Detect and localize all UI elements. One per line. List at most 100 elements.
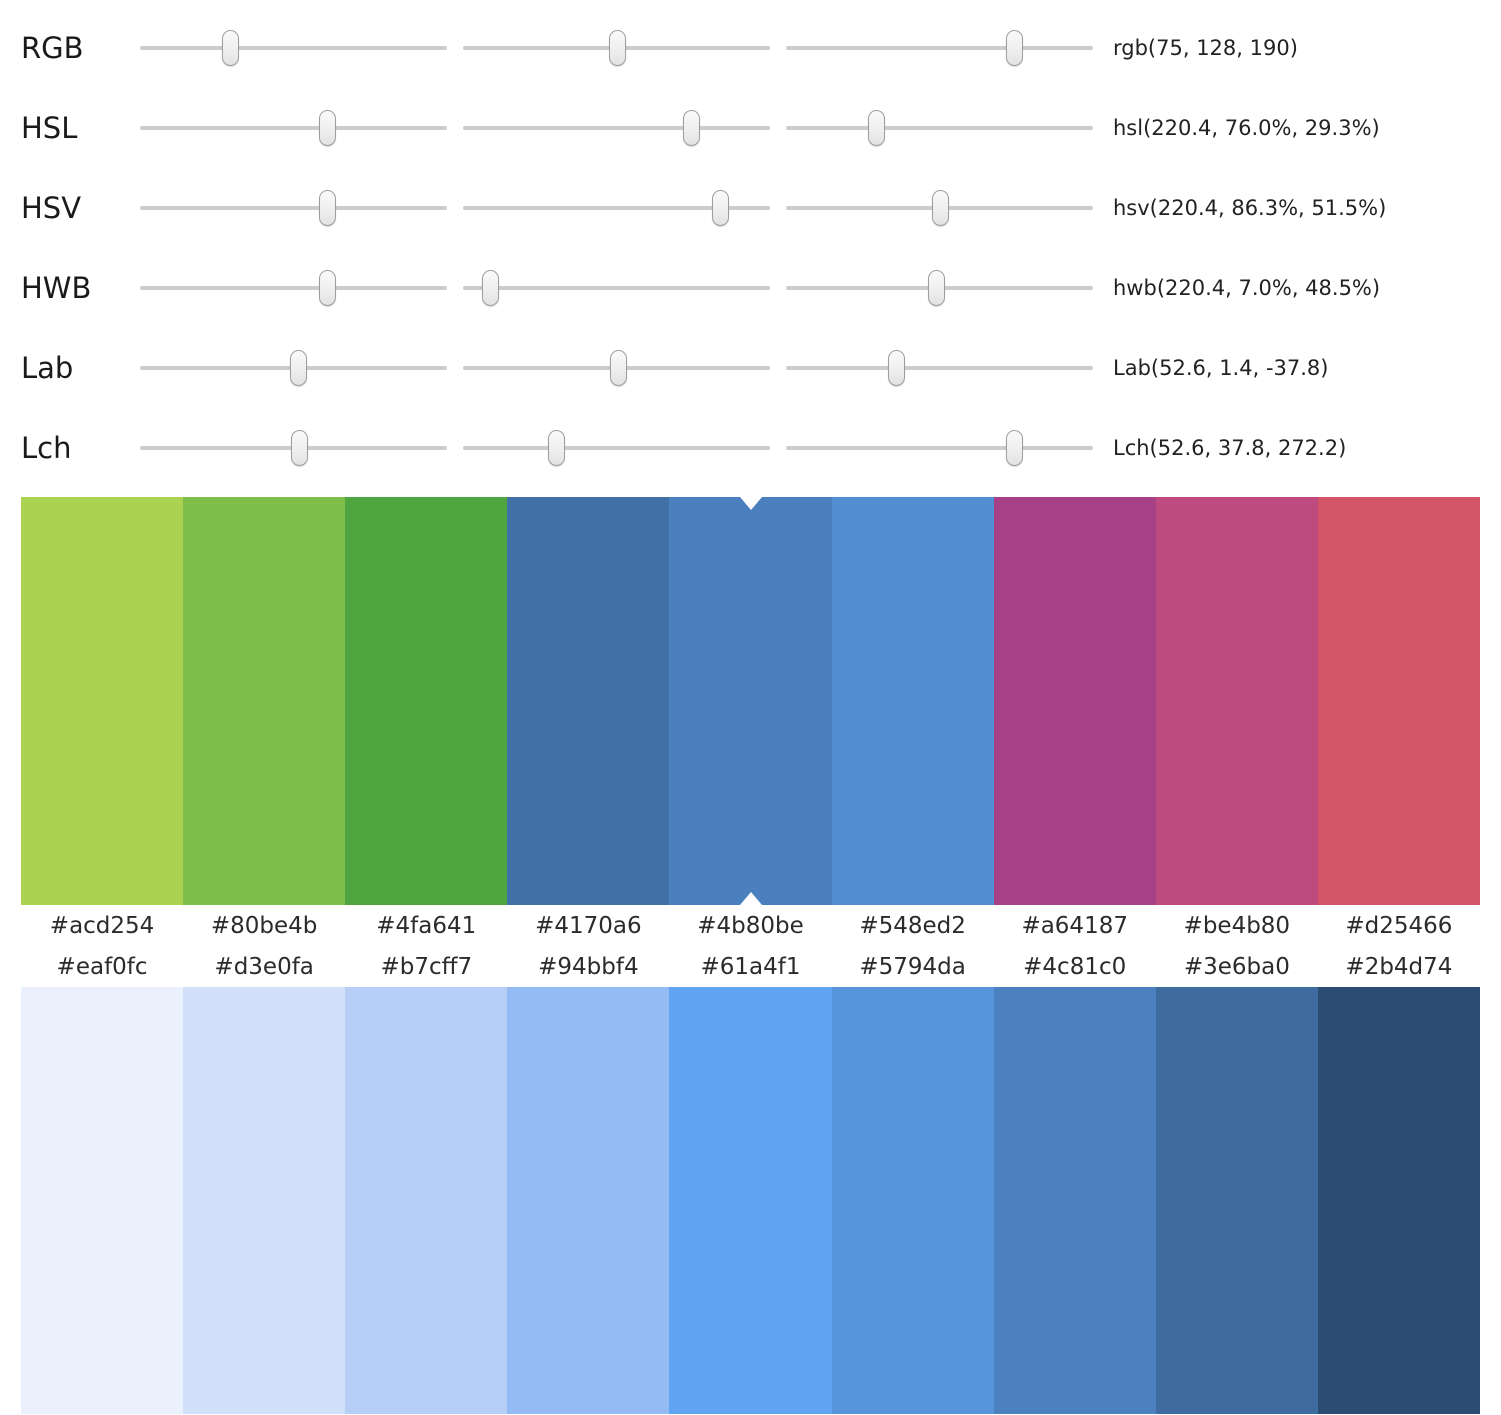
slider-track[interactable] bbox=[463, 190, 770, 226]
slider-row: RGB rgb(75, 128, 190) bbox=[21, 8, 1480, 88]
hex-label: #4c81c0 bbox=[1023, 953, 1127, 980]
hex-label: #4170a6 bbox=[535, 912, 642, 939]
shade-hex-labels: #eaf0fc #d3e0fa #b7cff7 #94bbf4 #61a4f1 #5794… bbox=[21, 946, 1480, 987]
slider-row: HSL hsl(220.4, 76.0%, 29.3%) bbox=[21, 88, 1480, 168]
slider-handle[interactable] bbox=[712, 190, 730, 226]
slider-handle[interactable] bbox=[888, 350, 906, 386]
hex-label: #b7cff7 bbox=[380, 953, 473, 980]
slider-handle[interactable] bbox=[319, 270, 337, 306]
palette-swatch[interactable] bbox=[1317, 497, 1480, 905]
palette-swatch[interactable] bbox=[345, 497, 508, 905]
hex-label: #548ed2 bbox=[859, 912, 966, 939]
slider-track[interactable] bbox=[140, 110, 447, 146]
slider-track[interactable] bbox=[463, 110, 770, 146]
hex-label: #2b4d74 bbox=[1345, 953, 1453, 980]
palette-swatch[interactable] bbox=[669, 497, 832, 905]
palette-swatch[interactable] bbox=[507, 987, 670, 1414]
slider-track[interactable] bbox=[140, 270, 447, 306]
slider-handle[interactable] bbox=[481, 270, 499, 306]
color-value: hwb(220.4, 7.0%, 48.5%) bbox=[1113, 276, 1381, 300]
slider-track-line bbox=[140, 126, 447, 130]
color-space-sliders: RGB rgb(75, 128, 190) HSL bbox=[21, 8, 1480, 488]
slider-track-line bbox=[140, 206, 447, 210]
hex-label: #94bbf4 bbox=[538, 953, 639, 980]
palette-swatch[interactable] bbox=[831, 497, 994, 905]
slider-row-label: Lch bbox=[21, 431, 72, 465]
hex-label: #5794da bbox=[859, 953, 966, 980]
color-value: Lch(52.6, 37.8, 272.2) bbox=[1113, 436, 1347, 460]
slider-handle[interactable] bbox=[319, 110, 337, 146]
palette-swatch[interactable] bbox=[21, 987, 184, 1414]
palette-swatch[interactable] bbox=[183, 987, 346, 1414]
slider-handle[interactable] bbox=[291, 430, 309, 466]
palette-swatch[interactable] bbox=[1317, 987, 1480, 1414]
palette-swatch[interactable] bbox=[507, 497, 670, 905]
slider-handle[interactable] bbox=[683, 110, 701, 146]
slider-track[interactable] bbox=[140, 30, 447, 66]
slider-row-label: HWB bbox=[21, 271, 92, 305]
hex-label: #d25466 bbox=[1345, 912, 1453, 939]
color-value: hsl(220.4, 76.0%, 29.3%) bbox=[1113, 116, 1380, 140]
color-value: rgb(75, 128, 190) bbox=[1113, 36, 1298, 60]
palette-swatch[interactable] bbox=[21, 497, 184, 905]
palette-swatch[interactable] bbox=[993, 497, 1156, 905]
palette-swatch[interactable] bbox=[1155, 987, 1318, 1414]
slider-row: Lch Lch(52.6, 37.8, 272.2) bbox=[21, 408, 1480, 488]
slider-track[interactable] bbox=[786, 270, 1093, 306]
hex-label: #4fa641 bbox=[376, 912, 477, 939]
slider-handle[interactable] bbox=[319, 190, 337, 226]
slider-track-group bbox=[140, 30, 1093, 66]
palette-swatch[interactable] bbox=[831, 987, 994, 1414]
slider-track-group bbox=[140, 110, 1093, 146]
slider-track-line bbox=[463, 126, 770, 130]
slider-track-line bbox=[786, 46, 1093, 50]
hex-label: #acd254 bbox=[49, 912, 155, 939]
slider-track[interactable] bbox=[786, 430, 1093, 466]
color-value: hsv(220.4, 86.3%, 51.5%) bbox=[1113, 196, 1387, 220]
hue-palette bbox=[21, 497, 1480, 905]
slider-row: Lab Lab(52.6, 1.4, -37.8) bbox=[21, 328, 1480, 408]
slider-handle[interactable] bbox=[1006, 30, 1024, 66]
slider-track[interactable] bbox=[786, 190, 1093, 226]
palette-swatch[interactable] bbox=[1155, 497, 1318, 905]
slider-track-group bbox=[140, 350, 1093, 386]
slider-track[interactable] bbox=[140, 430, 447, 466]
slider-track-line bbox=[140, 286, 447, 290]
slider-track-line bbox=[140, 46, 447, 50]
slider-handle[interactable] bbox=[609, 350, 627, 386]
slider-handle[interactable] bbox=[931, 190, 949, 226]
palette-swatch[interactable] bbox=[669, 987, 832, 1414]
slider-handle[interactable] bbox=[927, 270, 945, 306]
slider-handle[interactable] bbox=[608, 30, 626, 66]
slider-track-line bbox=[463, 446, 770, 450]
slider-track[interactable] bbox=[786, 110, 1093, 146]
slider-row-label: HSV bbox=[21, 191, 82, 225]
slider-handle[interactable] bbox=[1005, 430, 1023, 466]
palette-swatch[interactable] bbox=[183, 497, 346, 905]
slider-track-line bbox=[463, 286, 770, 290]
slider-row-label: HSL bbox=[21, 111, 78, 145]
slider-handle[interactable] bbox=[548, 430, 566, 466]
slider-handle[interactable] bbox=[868, 110, 886, 146]
hex-label: #61a4f1 bbox=[700, 953, 801, 980]
slider-track[interactable] bbox=[463, 430, 770, 466]
slider-track-group bbox=[140, 270, 1093, 306]
slider-track[interactable] bbox=[786, 30, 1093, 66]
slider-handle[interactable] bbox=[289, 350, 307, 386]
shade-palette bbox=[21, 987, 1480, 1414]
slider-track[interactable] bbox=[463, 350, 770, 386]
slider-track[interactable] bbox=[786, 350, 1093, 386]
slider-track[interactable] bbox=[463, 270, 770, 306]
hex-label: #4b80be bbox=[697, 912, 804, 939]
palette-swatch[interactable] bbox=[993, 987, 1156, 1414]
slider-track[interactable] bbox=[140, 190, 447, 226]
slider-track-line bbox=[786, 366, 1093, 370]
hex-label: #a64187 bbox=[1021, 912, 1128, 939]
palette-swatch[interactable] bbox=[345, 987, 508, 1414]
slider-handle[interactable] bbox=[221, 30, 239, 66]
slider-track[interactable] bbox=[463, 30, 770, 66]
slider-track[interactable] bbox=[140, 350, 447, 386]
slider-row-label: RGB bbox=[21, 31, 84, 65]
hex-label: #d3e0fa bbox=[214, 953, 314, 980]
